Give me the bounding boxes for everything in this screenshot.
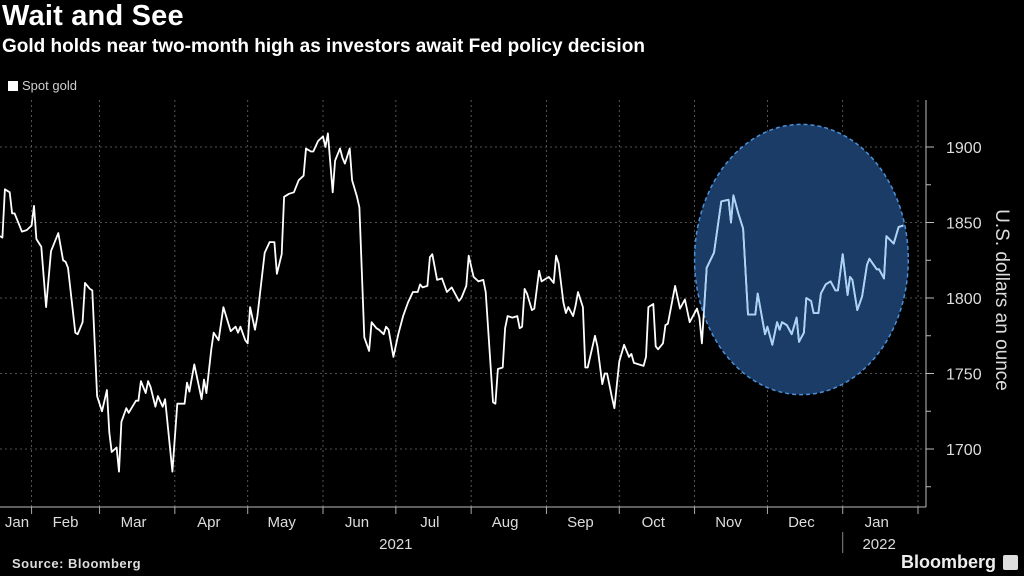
x-tick-label: Mar [121,514,147,531]
bloomberg-icon [1003,555,1018,570]
x-tick-label: Jan [865,514,889,531]
legend-swatch [8,80,18,91]
x-tick-label: Jun [345,514,369,531]
x-tick-label: Jan [5,514,29,531]
x-tick-label: Feb [53,514,79,531]
source-note: Source: Bloomberg [12,556,142,571]
legend: Spot gold [8,78,77,93]
chart-subtitle: Gold holds near two-month high as invest… [2,36,645,57]
x-tick-label: Jul [420,514,439,531]
y-tick-label: 1800 [946,291,982,308]
x-year-label: 2022 [862,536,895,553]
y-tick-label: 1850 [946,216,982,233]
x-tick-label: Dec [788,514,815,531]
chart-title: Wait and See [2,0,184,32]
highlight-ellipse [693,123,910,396]
y-tick-label: 1750 [946,367,982,384]
x-tick-label: Sep [567,514,594,531]
x-tick-label: May [268,514,297,531]
y-axis-label: U.S. dollars an ounce [991,209,1012,391]
series-line-spot-gold-highlighted [694,132,904,395]
brand-logo: Bloomberg [900,552,996,572]
x-tick-label: Aug [492,514,519,531]
x-tick-label: Apr [197,514,220,531]
x-tick-label: Nov [715,514,742,531]
y-tick-label: 1700 [946,442,982,459]
x-tick-label: Oct [642,514,666,531]
x-year-label: 2021 [379,536,412,553]
legend-label: Spot gold [22,78,77,93]
y-tick-label: 1900 [946,140,982,157]
